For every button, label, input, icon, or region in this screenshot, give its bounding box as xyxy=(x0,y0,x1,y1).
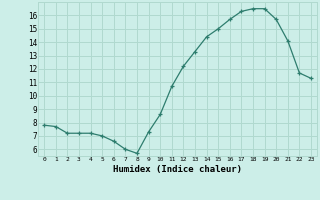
X-axis label: Humidex (Indice chaleur): Humidex (Indice chaleur) xyxy=(113,165,242,174)
